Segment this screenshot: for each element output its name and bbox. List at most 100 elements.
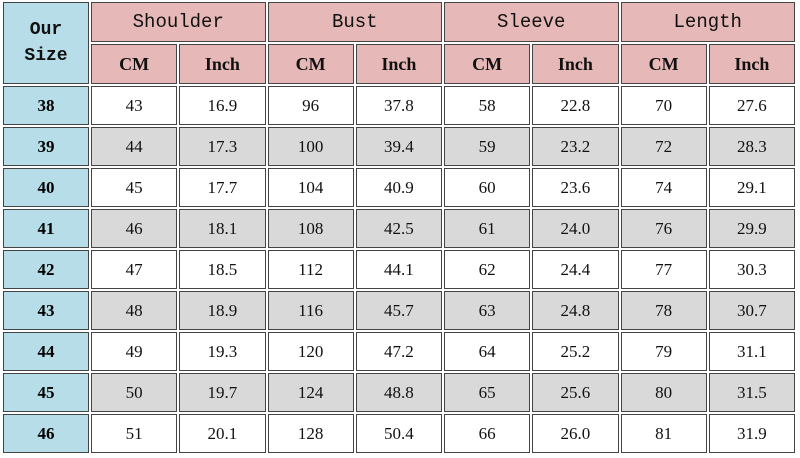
value-cell: 79 <box>620 332 707 371</box>
value-cell: 24.4 <box>532 250 619 289</box>
value-cell: 63 <box>444 291 531 330</box>
value-cell: 74 <box>620 168 707 207</box>
value-cell: 58 <box>444 86 531 125</box>
value-cell: 61 <box>444 209 531 248</box>
value-cell: 30.3 <box>708 250 795 289</box>
value-cell: 50.4 <box>355 414 442 453</box>
unit-header: Inch <box>179 44 266 84</box>
value-cell: 62 <box>444 250 531 289</box>
value-cell: 31.1 <box>708 332 795 371</box>
value-cell: 116 <box>267 291 354 330</box>
value-cell: 30.7 <box>708 291 795 330</box>
value-cell: 124 <box>267 373 354 412</box>
value-cell: 37.8 <box>355 86 442 125</box>
value-cell: 18.5 <box>179 250 266 289</box>
group-header: Bust <box>267 2 442 42</box>
value-cell: 16.9 <box>179 86 266 125</box>
value-cell: 43 <box>91 86 178 125</box>
value-cell: 23.6 <box>532 168 619 207</box>
value-cell: 31.5 <box>708 373 795 412</box>
value-cell: 22.8 <box>532 86 619 125</box>
data-row: 44 49 19.3 120 47.2 64 25.2 79 31.1 <box>3 332 795 371</box>
value-cell: 40.9 <box>355 168 442 207</box>
value-cell: 47 <box>91 250 178 289</box>
value-cell: 49 <box>91 332 178 371</box>
size-cell: 40 <box>3 168 89 207</box>
value-cell: 66 <box>444 414 531 453</box>
value-cell: 31.9 <box>708 414 795 453</box>
unit-header: Inch <box>708 44 795 84</box>
value-cell: 50 <box>91 373 178 412</box>
value-cell: 29.1 <box>708 168 795 207</box>
value-cell: 18.9 <box>179 291 266 330</box>
value-cell: 29.9 <box>708 209 795 248</box>
value-cell: 112 <box>267 250 354 289</box>
value-cell: 59 <box>444 127 531 166</box>
size-cell: 44 <box>3 332 89 371</box>
value-cell: 17.3 <box>179 127 266 166</box>
value-cell: 44.1 <box>355 250 442 289</box>
unit-header: CM <box>267 44 354 84</box>
unit-header: CM <box>620 44 707 84</box>
data-row: 40 45 17.7 104 40.9 60 23.6 74 29.1 <box>3 168 795 207</box>
unit-header: CM <box>444 44 531 84</box>
unit-header: Inch <box>355 44 442 84</box>
value-cell: 25.6 <box>532 373 619 412</box>
value-cell: 24.8 <box>532 291 619 330</box>
value-cell: 23.2 <box>532 127 619 166</box>
size-cell: 46 <box>3 414 89 453</box>
value-cell: 65 <box>444 373 531 412</box>
value-cell: 19.7 <box>179 373 266 412</box>
value-cell: 18.1 <box>179 209 266 248</box>
value-cell: 81 <box>620 414 707 453</box>
value-cell: 100 <box>267 127 354 166</box>
value-cell: 80 <box>620 373 707 412</box>
value-cell: 104 <box>267 168 354 207</box>
data-row: 38 43 16.9 96 37.8 58 22.8 70 27.6 <box>3 86 795 125</box>
size-cell: 38 <box>3 86 89 125</box>
unit-header: Inch <box>532 44 619 84</box>
value-cell: 77 <box>620 250 707 289</box>
value-cell: 128 <box>267 414 354 453</box>
value-cell: 51 <box>91 414 178 453</box>
size-cell: 39 <box>3 127 89 166</box>
size-cell: 42 <box>3 250 89 289</box>
value-cell: 27.6 <box>708 86 795 125</box>
value-cell: 48.8 <box>355 373 442 412</box>
size-cell: 43 <box>3 291 89 330</box>
value-cell: 45 <box>91 168 178 207</box>
value-cell: 46 <box>91 209 178 248</box>
value-cell: 108 <box>267 209 354 248</box>
unit-row: CM Inch CM Inch CM Inch CM Inch <box>3 44 795 84</box>
data-row: 39 44 17.3 100 39.4 59 23.2 72 28.3 <box>3 127 795 166</box>
data-row: 45 50 19.7 124 48.8 65 25.6 80 31.5 <box>3 373 795 412</box>
group-header: Length <box>620 2 795 42</box>
value-cell: 47.2 <box>355 332 442 371</box>
value-cell: 25.2 <box>532 332 619 371</box>
data-row: 42 47 18.5 112 44.1 62 24.4 77 30.3 <box>3 250 795 289</box>
value-cell: 19.3 <box>179 332 266 371</box>
corner-header: Our Size <box>3 2 89 84</box>
header-row: Our Size Shoulder Bust Sleeve Length <box>3 2 795 84</box>
value-cell: 72 <box>620 127 707 166</box>
value-cell: 39.4 <box>355 127 442 166</box>
value-cell: 48 <box>91 291 178 330</box>
value-cell: 96 <box>267 86 354 125</box>
group-header: Shoulder <box>91 2 266 42</box>
value-cell: 78 <box>620 291 707 330</box>
value-cell: 120 <box>267 332 354 371</box>
value-cell: 26.0 <box>532 414 619 453</box>
data-row: 46 51 20.1 128 50.4 66 26.0 81 31.9 <box>3 414 795 453</box>
value-cell: 60 <box>444 168 531 207</box>
value-cell: 70 <box>620 86 707 125</box>
value-cell: 17.7 <box>179 168 266 207</box>
data-row: 41 46 18.1 108 42.5 61 24.0 76 29.9 <box>3 209 795 248</box>
value-cell: 45.7 <box>355 291 442 330</box>
size-cell: 41 <box>3 209 89 248</box>
value-cell: 42.5 <box>355 209 442 248</box>
value-cell: 28.3 <box>708 127 795 166</box>
unit-header: CM <box>91 44 178 84</box>
value-cell: 64 <box>444 332 531 371</box>
